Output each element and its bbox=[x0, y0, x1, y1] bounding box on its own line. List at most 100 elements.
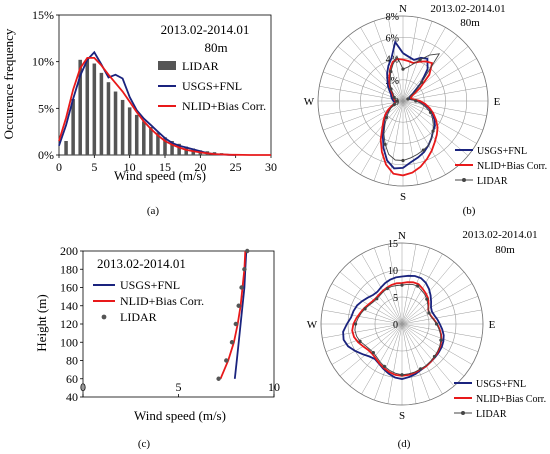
polar-spoke bbox=[325, 323, 403, 352]
polar-lidar-marker bbox=[427, 311, 431, 315]
panel-a-y-tick-label: 5% bbox=[38, 101, 54, 115]
panel-a-lidar-bar bbox=[142, 121, 146, 155]
polar-spoke bbox=[322, 323, 403, 339]
panel-a-legend-swatch-lidar bbox=[158, 61, 176, 70]
polar-spoke bbox=[374, 323, 403, 401]
panel-c-height-profile: 2013.02-2014.01 Wind speed (m/s) Height … bbox=[34, 244, 280, 450]
panel-c-series-line-0 bbox=[233, 250, 248, 379]
polar-lidar-marker bbox=[385, 286, 389, 291]
polar-ring bbox=[360, 58, 446, 144]
polar-spoke bbox=[401, 323, 430, 401]
polar-lidar-marker bbox=[401, 158, 405, 163]
panel-c-lidar-point bbox=[216, 376, 221, 381]
polar-lidar-marker bbox=[400, 283, 404, 287]
panel-c-lidar-point bbox=[229, 340, 235, 345]
polar-lidar-marker bbox=[384, 115, 389, 120]
polar-lidar-marker bbox=[400, 373, 404, 377]
polar-spoke bbox=[401, 296, 479, 325]
polar-outer-ring bbox=[317, 15, 489, 187]
polar-lidar-marker bbox=[418, 58, 422, 62]
polar-lidar-marker bbox=[389, 69, 393, 74]
polar-lidar-marker bbox=[392, 95, 396, 99]
panel-d-subtitle: 80m bbox=[495, 244, 515, 256]
panel-c-lidar-point bbox=[236, 303, 241, 308]
polar-lidar-marker bbox=[439, 338, 443, 342]
polar-radial-tick-label: 5 bbox=[393, 293, 398, 304]
polar-lidar-marker bbox=[425, 297, 429, 301]
polar-direction-label-n: N bbox=[399, 3, 407, 15]
polar-lidar-marker bbox=[428, 110, 433, 114]
polar-radial-tick-label: 4% bbox=[386, 55, 399, 66]
polar-lidar-marker bbox=[414, 99, 418, 103]
panel-a-lidar-bar bbox=[113, 91, 118, 155]
panel-a-lidar-bar bbox=[120, 99, 125, 155]
polar-radial-tick-label: 6% bbox=[386, 33, 399, 44]
polar-legend-label: NLID+Bias Corr. bbox=[477, 161, 547, 172]
polar-lidar-marker bbox=[353, 322, 358, 326]
polar-lidar-marker bbox=[434, 322, 439, 326]
polar-spoke bbox=[361, 323, 403, 395]
panel-a-ylabel: Occurence frequency bbox=[1, 28, 16, 139]
panel-b-subtitle: 80m bbox=[460, 17, 480, 29]
panel-a-legend-label-nlid: NLID+Bias Corr. bbox=[182, 99, 266, 113]
panel-c-legend-label-nlid: NLID+Bias Corr. bbox=[120, 294, 204, 308]
panel-c-y-tick-label: 40 bbox=[66, 390, 78, 404]
panel-c-y-tick-label: 80 bbox=[66, 354, 78, 368]
polar-spoke bbox=[401, 323, 417, 404]
panel-c-y-tick-label: 60 bbox=[66, 372, 78, 386]
polar-direction-label-w: W bbox=[307, 319, 318, 331]
panel-a-lidar-bar bbox=[149, 127, 153, 155]
polar-radial-tick-label: 2% bbox=[386, 76, 399, 87]
panel-c-legend-label-usgs: USGS+FNL bbox=[120, 278, 180, 292]
polar-lidar-marker bbox=[421, 148, 425, 152]
panel-c-legend-label-lidar: LIDAR bbox=[120, 310, 157, 324]
polar-legend-label: LIDAR bbox=[476, 409, 507, 420]
panel-d-wind-rose-speed: 2013.02-2014.01 80m (d) 0 5 10 15N E S W USGS+F… bbox=[307, 229, 546, 450]
polar-direction-label-e: E bbox=[489, 319, 496, 331]
panel-c-lidar-point bbox=[233, 321, 238, 327]
panel-c-lidar-point bbox=[224, 358, 229, 363]
panel-c-ylabel: Height (m) bbox=[34, 294, 49, 351]
polar-spoke bbox=[401, 323, 443, 395]
polar-spoke bbox=[331, 323, 403, 365]
panel-a-lidar-bar bbox=[156, 132, 160, 155]
polar-lidar-marker bbox=[395, 99, 399, 103]
polar-ring bbox=[374, 296, 430, 352]
panel-a-title: 2013.02-2014.01 bbox=[161, 22, 250, 37]
polar-radial-tick-label: 10 bbox=[388, 266, 398, 277]
panel-b-label: (b) bbox=[463, 205, 476, 217]
polar-spoke bbox=[349, 323, 403, 387]
panel-a-lidar-bar bbox=[127, 107, 132, 155]
panel-a-lidar-bar bbox=[134, 114, 139, 155]
polar-legend-marker bbox=[461, 411, 465, 415]
panel-c-y-tick-label: 200 bbox=[60, 244, 78, 258]
panel-c-title: 2013.02-2014.01 bbox=[97, 256, 186, 271]
panel-a-lidar-bar bbox=[99, 72, 104, 155]
polar-lidar-marker bbox=[392, 103, 396, 107]
panel-a-legend-label-usgs: USGS+FNL bbox=[182, 79, 242, 93]
polar-radial-tick-label: 15 bbox=[388, 239, 398, 250]
polar-lidar-marker bbox=[389, 87, 393, 91]
polar-lidar-marker bbox=[363, 307, 367, 311]
panel-a-series-line-2 bbox=[58, 57, 271, 156]
polar-ring bbox=[381, 79, 425, 123]
polar-spoke bbox=[401, 323, 455, 387]
polar-ring bbox=[338, 36, 468, 166]
polar-spoke bbox=[401, 323, 479, 352]
polar-spoke bbox=[401, 261, 455, 325]
panel-a-x-tick-label: 25 bbox=[230, 160, 242, 174]
panel-a-x-tick-label: 5 bbox=[91, 160, 97, 174]
panel-a-label: (a) bbox=[147, 205, 160, 217]
polar-lidar-marker bbox=[406, 97, 410, 101]
panel-a-lidar-bar bbox=[64, 141, 68, 155]
panel-a-lidar-bar bbox=[106, 82, 111, 155]
polar-lidar-marker bbox=[432, 354, 437, 359]
polar-direction-label-s: S bbox=[399, 410, 405, 422]
polar-series-line-0 bbox=[342, 274, 445, 381]
panel-c-series-line-1 bbox=[219, 250, 247, 380]
panel-d-title: 2013.02-2014.01 bbox=[462, 229, 537, 241]
panel-a-x-tick-label: 30 bbox=[265, 160, 277, 174]
polar-legend-label: USGS+FNL bbox=[476, 379, 526, 390]
polar-legend-marker bbox=[462, 178, 466, 182]
